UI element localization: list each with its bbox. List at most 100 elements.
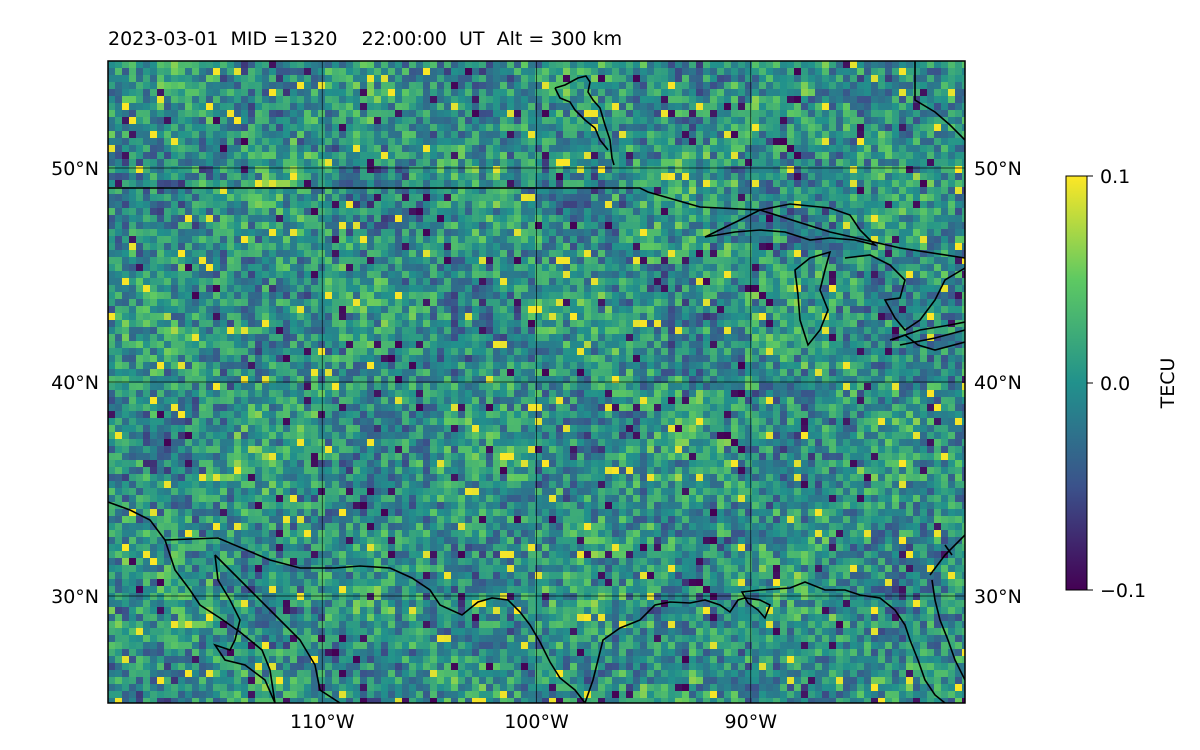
tec-cell: [549, 103, 557, 111]
tec-cell: [850, 138, 858, 146]
tec-cell: [374, 313, 382, 321]
tec-cell: [927, 173, 935, 181]
tec-cell: [360, 124, 368, 132]
tec-cell: [717, 187, 725, 195]
tec-cell: [696, 138, 704, 146]
tec-cell: [171, 194, 179, 202]
tec-cell: [843, 208, 851, 216]
tec-cell: [752, 299, 760, 307]
tec-cell: [500, 61, 508, 69]
tec-cell: [409, 117, 417, 125]
tec-cell: [885, 250, 893, 258]
tec-cell: [304, 285, 312, 293]
tec-cell: [479, 341, 487, 349]
tec-cell: [591, 110, 599, 118]
tec-cell: [836, 194, 844, 202]
tec-cell: [948, 117, 956, 125]
tec-cell: [829, 236, 837, 244]
tec-cell: [892, 110, 900, 118]
tec-cell: [647, 89, 655, 97]
tec-cell: [178, 124, 186, 132]
tec-cell: [122, 334, 130, 342]
tec-cell: [241, 124, 249, 132]
tec-cell: [766, 250, 774, 258]
tec-cell: [549, 117, 557, 125]
tec-cell: [493, 117, 501, 125]
tec-cell: [955, 159, 963, 167]
tec-cell: [325, 257, 333, 265]
tec-cell: [157, 173, 165, 181]
tec-cell: [780, 82, 788, 90]
tec-cell: [199, 124, 207, 132]
tec-cell: [423, 236, 431, 244]
tec-cell: [486, 236, 494, 244]
tec-cell: [528, 96, 536, 104]
tec-cell: [241, 292, 249, 300]
tec-cell: [682, 264, 690, 272]
tec-cell: [563, 222, 571, 230]
tec-cell: [878, 306, 886, 314]
tec-cell: [934, 271, 942, 279]
tec-cell: [150, 264, 158, 272]
tec-cell: [150, 173, 158, 181]
tec-cell: [339, 250, 347, 258]
tec-cell: [332, 313, 340, 321]
tec-cell: [437, 89, 445, 97]
tec-cell: [388, 271, 396, 279]
tec-cell: [381, 131, 389, 139]
tec-cell: [689, 243, 697, 251]
tec-cell: [283, 341, 291, 349]
tec-cell: [171, 229, 179, 237]
tec-cell: [325, 68, 333, 76]
tec-cell: [136, 271, 144, 279]
tec-cell: [605, 61, 613, 69]
tec-cell: [514, 152, 522, 160]
tec-cell: [122, 124, 130, 132]
tec-cell: [717, 285, 725, 293]
tec-cell: [794, 257, 802, 265]
tec-cell: [661, 257, 669, 265]
tec-cell: [409, 292, 417, 300]
tec-cell: [192, 96, 200, 104]
tec-cell: [927, 194, 935, 202]
tec-cell: [465, 208, 473, 216]
tec-cell: [892, 145, 900, 153]
tec-cell: [654, 215, 662, 223]
tec-cell: [549, 264, 557, 272]
tec-cell: [199, 320, 207, 328]
tec-cell: [479, 96, 487, 104]
tec-cell: [108, 173, 116, 181]
tec-cell: [500, 208, 508, 216]
tec-cell: [535, 306, 543, 314]
tec-cell: [549, 243, 557, 251]
tec-cell: [528, 103, 536, 111]
tec-cell: [864, 243, 872, 251]
tec-cell: [941, 103, 949, 111]
tec-cell: [318, 117, 326, 125]
tec-cell: [675, 243, 683, 251]
tec-cell: [717, 89, 725, 97]
tec-cell: [234, 299, 242, 307]
tec-cell: [801, 89, 809, 97]
tec-cell: [787, 103, 795, 111]
tec-cell: [766, 89, 774, 97]
tec-cell: [808, 180, 816, 188]
tec-cell: [927, 285, 935, 293]
tec-cell: [192, 292, 200, 300]
tec-cell: [591, 264, 599, 272]
tec-cell: [850, 61, 858, 69]
tec-cell: [850, 75, 858, 83]
tec-cell: [563, 152, 571, 160]
tec-cell: [318, 229, 326, 237]
tec-cell: [332, 152, 340, 160]
tec-cell: [297, 68, 305, 76]
tec-cell: [661, 110, 669, 118]
tec-cell: [787, 187, 795, 195]
tec-cell: [864, 320, 872, 328]
tec-cell: [185, 208, 193, 216]
tec-cell: [682, 292, 690, 300]
tec-cell: [696, 229, 704, 237]
tec-cell: [255, 285, 263, 293]
tec-cell: [332, 180, 340, 188]
tec-cell: [164, 285, 172, 293]
